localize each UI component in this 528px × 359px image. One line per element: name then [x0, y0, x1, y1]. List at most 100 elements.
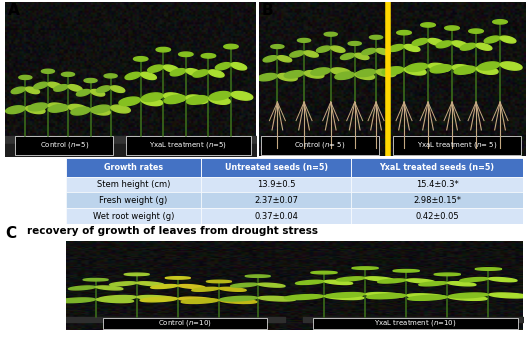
- Polygon shape: [206, 280, 232, 283]
- Polygon shape: [284, 71, 304, 78]
- Polygon shape: [376, 48, 390, 55]
- Polygon shape: [376, 69, 396, 77]
- Polygon shape: [142, 93, 163, 102]
- Text: 4 seedlings: 4 seedlings: [115, 338, 170, 348]
- Polygon shape: [96, 286, 123, 290]
- Polygon shape: [356, 69, 376, 77]
- Polygon shape: [366, 293, 405, 298]
- Text: YxaL treated seeds (n=5): YxaL treated seeds (n=5): [380, 163, 495, 172]
- Text: Stem height (cm): Stem height (cm): [97, 180, 170, 189]
- Polygon shape: [215, 62, 231, 70]
- Polygon shape: [370, 35, 383, 39]
- Polygon shape: [186, 95, 208, 104]
- Text: Untreated seeds (n=5): Untreated seeds (n=5): [224, 163, 328, 172]
- Polygon shape: [187, 95, 208, 104]
- Polygon shape: [69, 286, 96, 290]
- Bar: [352, 177, 523, 192]
- Polygon shape: [68, 85, 82, 91]
- Polygon shape: [341, 53, 355, 60]
- FancyBboxPatch shape: [126, 136, 251, 155]
- Polygon shape: [430, 65, 452, 73]
- Polygon shape: [365, 277, 394, 281]
- Polygon shape: [19, 75, 32, 79]
- Polygon shape: [246, 275, 270, 278]
- Bar: [352, 158, 523, 177]
- Polygon shape: [41, 69, 54, 73]
- Bar: [352, 209, 523, 224]
- Text: Fresh weight (g): Fresh weight (g): [99, 196, 167, 205]
- Text: 2.37±0.07: 2.37±0.07: [254, 196, 298, 205]
- FancyBboxPatch shape: [102, 318, 267, 329]
- Polygon shape: [111, 86, 125, 92]
- Polygon shape: [476, 43, 492, 50]
- Polygon shape: [324, 32, 337, 36]
- Polygon shape: [110, 282, 137, 286]
- Polygon shape: [393, 270, 419, 272]
- Polygon shape: [148, 65, 163, 72]
- Polygon shape: [336, 277, 365, 281]
- Polygon shape: [454, 66, 476, 74]
- Polygon shape: [68, 104, 88, 112]
- Polygon shape: [348, 42, 361, 46]
- Polygon shape: [311, 68, 331, 75]
- Polygon shape: [448, 282, 476, 286]
- Polygon shape: [219, 287, 246, 291]
- Text: C: C: [5, 226, 16, 241]
- Polygon shape: [335, 72, 354, 79]
- Polygon shape: [449, 293, 488, 298]
- Polygon shape: [296, 280, 324, 284]
- Polygon shape: [25, 87, 40, 94]
- Polygon shape: [91, 105, 110, 113]
- Polygon shape: [311, 271, 337, 274]
- Polygon shape: [421, 23, 436, 27]
- Polygon shape: [150, 285, 177, 289]
- Text: YxaL treatment ($\it{n}$= 5): YxaL treatment ($\it{n}$= 5): [417, 140, 497, 150]
- Polygon shape: [209, 70, 224, 77]
- Polygon shape: [331, 68, 351, 75]
- Text: Control ($\it{n}$=5): Control ($\it{n}$=5): [40, 140, 89, 150]
- Polygon shape: [452, 41, 468, 48]
- Polygon shape: [448, 295, 487, 300]
- Polygon shape: [271, 45, 284, 48]
- Polygon shape: [61, 72, 74, 76]
- Text: 7 seedlings: 7 seedlings: [419, 338, 474, 348]
- Polygon shape: [452, 65, 474, 73]
- Text: 0.37±0.04: 0.37±0.04: [254, 212, 298, 221]
- Polygon shape: [258, 283, 285, 287]
- Polygon shape: [489, 293, 528, 298]
- Text: Growth rates: Growth rates: [104, 163, 163, 172]
- Polygon shape: [445, 26, 459, 30]
- Bar: [66, 209, 201, 224]
- Polygon shape: [278, 73, 297, 81]
- Text: A: A: [8, 3, 20, 18]
- Polygon shape: [355, 53, 369, 60]
- Polygon shape: [11, 87, 25, 94]
- Polygon shape: [140, 297, 177, 302]
- Polygon shape: [124, 273, 149, 276]
- Polygon shape: [475, 268, 502, 270]
- Polygon shape: [193, 70, 208, 77]
- Polygon shape: [406, 63, 428, 71]
- Polygon shape: [326, 293, 364, 298]
- Polygon shape: [58, 298, 95, 303]
- Polygon shape: [493, 20, 507, 24]
- Polygon shape: [478, 62, 499, 70]
- Polygon shape: [297, 38, 310, 42]
- Polygon shape: [91, 107, 110, 115]
- Polygon shape: [54, 85, 68, 91]
- FancyBboxPatch shape: [261, 136, 379, 155]
- Bar: [201, 192, 352, 209]
- Polygon shape: [163, 65, 179, 72]
- Polygon shape: [111, 105, 130, 113]
- Polygon shape: [224, 44, 238, 49]
- Polygon shape: [484, 36, 500, 43]
- Polygon shape: [316, 46, 331, 52]
- Polygon shape: [48, 103, 68, 111]
- Bar: [201, 177, 352, 192]
- Polygon shape: [164, 95, 185, 104]
- Polygon shape: [278, 56, 291, 62]
- Polygon shape: [97, 86, 110, 92]
- Text: 0.42±0.05: 0.42±0.05: [416, 212, 459, 221]
- Polygon shape: [436, 41, 452, 48]
- Polygon shape: [469, 29, 483, 33]
